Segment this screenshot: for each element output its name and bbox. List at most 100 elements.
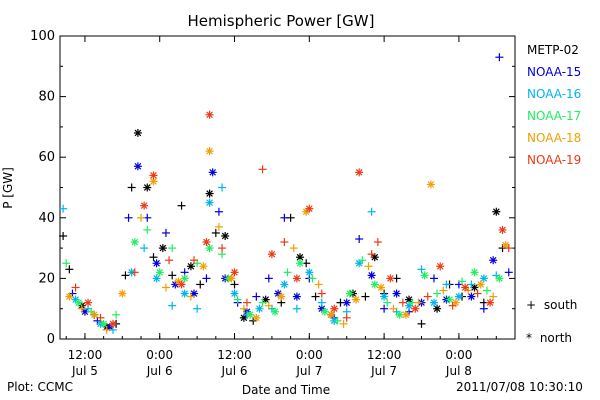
noaa-15-south-point	[214, 207, 223, 216]
noaa-15-south-point	[380, 304, 389, 313]
noaa-19-south-point	[165, 256, 174, 265]
noaa-17-south-point	[258, 298, 267, 307]
footer-plot-source: Plot: CCMC	[7, 380, 73, 394]
noaa-17-north-point	[345, 289, 354, 298]
south-marker-symbol: +	[526, 298, 537, 312]
marker-stroke	[355, 169, 363, 176]
noaa-15-south-point	[495, 53, 504, 62]
marker-stroke	[150, 172, 157, 179]
noaa-19-north-point	[230, 268, 239, 277]
noaa-17-south-point	[168, 244, 177, 253]
x-tick-date-label: Jul 7	[370, 364, 397, 378]
marker-stroke	[377, 284, 385, 291]
marker-stroke	[181, 290, 188, 297]
metp-02-south-point	[121, 271, 130, 280]
marker-stroke	[321, 308, 329, 316]
marker-stroke	[346, 290, 354, 297]
noaa-18-north-point	[376, 283, 385, 292]
noaa-19-north-point	[411, 304, 420, 313]
noaa-15-north-point	[467, 292, 476, 301]
marker-stroke	[178, 281, 185, 288]
noaa-15-south-point	[355, 235, 364, 244]
legend-item-noaa-15: NOAA-15	[527, 65, 582, 79]
noaa-17-south-point	[333, 316, 342, 325]
noaa-19-south-point	[280, 238, 289, 247]
noaa-16-south-point	[168, 301, 177, 310]
noaa-19-south-point	[448, 301, 457, 310]
marker-stroke	[200, 262, 207, 270]
marker-stroke	[396, 311, 404, 319]
noaa-15-south-point	[264, 274, 273, 283]
metp-02-north-point	[433, 304, 442, 313]
noaa-17-north-point	[130, 238, 139, 247]
noaa-18-north-point	[118, 289, 127, 298]
noaa-16-north-point	[454, 292, 463, 301]
marker-stroke	[393, 290, 400, 297]
metp-02-south-point	[417, 319, 426, 328]
noaa-19-south-point	[423, 292, 432, 301]
noaa-18-north-point	[65, 292, 74, 301]
metp-02-north-point	[133, 128, 142, 137]
noaa-15-south-point	[280, 213, 289, 222]
noaa-18-north-point	[476, 280, 485, 289]
metp-02-north-point	[205, 189, 214, 198]
marker-stroke	[330, 305, 338, 313]
noaa-19-north-point	[330, 304, 339, 313]
marker-stroke	[468, 293, 475, 300]
marker-stroke	[352, 296, 360, 303]
marker-stroke	[492, 208, 500, 216]
noaa-16-south-point	[442, 280, 451, 289]
noaa-16-north-point	[479, 274, 488, 283]
marker-stroke	[119, 290, 126, 297]
noaa-18-north-point	[426, 180, 435, 189]
noaa-17-north-point	[180, 274, 189, 283]
noaa-15-south-point	[161, 228, 170, 237]
marker-stroke	[430, 299, 438, 306]
noaa-18-north-point	[277, 292, 286, 301]
x-tick-date-label: Jul 7	[295, 364, 322, 378]
marker-stroke	[231, 269, 238, 276]
marker-stroke	[90, 311, 98, 319]
noaa-19-north-point	[436, 262, 445, 271]
noaa-16-north-point	[305, 268, 314, 277]
metp-02-south-point	[230, 280, 239, 289]
marker-stroke	[305, 205, 313, 213]
noaa-17-north-point	[320, 307, 329, 316]
marker-stroke	[271, 308, 279, 316]
noaa-15-south-point	[504, 268, 513, 277]
y-axis-label: P [GW]	[1, 167, 15, 209]
x-tick-time-label: 0:00	[296, 348, 323, 362]
marker-stroke	[455, 293, 463, 300]
noaa-17-south-point	[62, 259, 71, 268]
y-tick-label: 0	[47, 332, 55, 347]
marker-stroke	[371, 253, 379, 261]
noaa-16-south-point	[467, 280, 476, 289]
noaa-19-south-point	[504, 244, 513, 253]
metp-02-south-point	[168, 271, 177, 280]
noaa-18-north-point	[352, 295, 361, 304]
marker-stroke	[387, 275, 394, 282]
marker-stroke	[81, 308, 89, 316]
noaa-19-south-point	[367, 250, 376, 259]
noaa-17-north-point	[99, 319, 108, 328]
noaa-17-north-point	[205, 244, 214, 253]
marker-stroke	[231, 290, 238, 297]
marker-stroke	[181, 275, 188, 282]
marker-stroke	[433, 305, 441, 313]
marker-stroke	[206, 199, 213, 206]
marker-stroke	[134, 129, 142, 137]
y-tick-label: 60	[38, 150, 55, 165]
noaa-17-south-point	[143, 225, 152, 234]
noaa-15-north-point	[208, 168, 217, 177]
noaa-18-south-point	[239, 304, 248, 313]
noaa-18-south-point	[389, 304, 398, 313]
marker-stroke	[175, 278, 182, 285]
metp-02-north-point	[186, 262, 195, 271]
legend-item-metp-02: METP-02	[527, 43, 579, 57]
noaa-17-south-point	[283, 268, 292, 277]
noaa-18-south-point	[489, 292, 498, 301]
metp-02-south-point	[65, 265, 74, 274]
marker-stroke	[159, 244, 167, 252]
marker-stroke	[371, 281, 379, 288]
noaa-16-south-point	[193, 304, 202, 313]
